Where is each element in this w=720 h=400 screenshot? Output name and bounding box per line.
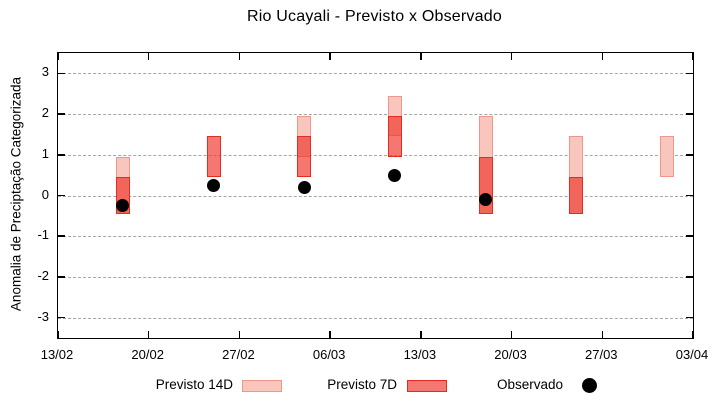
observado-dot: [479, 193, 493, 207]
x-tick-mark: [510, 53, 513, 60]
previsto-7d-bar: [569, 177, 584, 214]
y-tick-label: -1: [37, 227, 49, 243]
gridline: [58, 114, 693, 116]
y-tick-label: 3: [41, 64, 49, 80]
gridline: [58, 154, 693, 156]
x-tick-label: 13/03: [403, 347, 437, 362]
y-tick-mark: [686, 194, 693, 197]
y-tick-mark: [686, 235, 693, 237]
legend-swatch-previsto-14d-icon: [242, 380, 282, 392]
y-tick-mark: [58, 235, 65, 237]
x-tick-label: 27/02: [222, 347, 255, 362]
x-tick-mark: [147, 53, 150, 60]
y-tick-label: -2: [37, 267, 49, 283]
legend-label-previsto-7d: Previsto 7D: [327, 377, 397, 392]
x-tick-mark: [692, 331, 694, 338]
y-tick-mark: [58, 316, 65, 319]
x-tick-mark: [420, 53, 422, 60]
y-tick-mark: [58, 113, 65, 115]
legend-label-previsto-14d: Previsto 14D: [155, 377, 233, 392]
previsto-7d-bar: [206, 136, 221, 178]
x-tick-mark: [57, 53, 59, 60]
gridline: [58, 73, 693, 75]
legend-observado-dot-icon: [582, 378, 597, 393]
y-tick-mark: [58, 154, 65, 156]
x-tick-mark: [329, 53, 331, 60]
y-tick-mark: [686, 154, 693, 156]
y-tick-label: 2: [41, 105, 49, 121]
previsto-14d-bar: [660, 136, 675, 178]
x-tick-mark: [420, 331, 422, 338]
legend-label-observado: Observado: [496, 377, 563, 392]
y-tick-mark: [686, 72, 693, 75]
x-tick-label: 20/02: [131, 347, 164, 362]
y-tick-mark: [58, 276, 65, 278]
observado-dot: [388, 168, 402, 182]
observado-dot: [297, 180, 311, 194]
x-tick-mark: [238, 53, 241, 60]
y-tick-mark: [686, 113, 693, 115]
x-tick-mark: [601, 331, 604, 338]
y-tick-mark: [686, 316, 693, 319]
y-tick-label: 1: [41, 145, 49, 161]
legend-swatch-previsto-7d-icon: [407, 380, 447, 392]
y-tick-label: 0: [41, 186, 49, 202]
y-tick-label: -3: [37, 308, 49, 324]
x-tick-label: 13/02: [40, 347, 74, 362]
gridline: [58, 276, 693, 278]
x-tick-mark: [238, 331, 241, 338]
x-tick-label: 06/03: [312, 347, 346, 362]
previsto-7d-bar: [387, 116, 402, 157]
x-tick-label: 27/03: [585, 347, 618, 362]
observado-dot: [207, 178, 220, 192]
gridline: [58, 317, 693, 319]
x-tick-mark: [147, 331, 150, 338]
y-tick-mark: [686, 276, 693, 278]
x-tick-mark: [601, 53, 604, 60]
plot-area: [57, 52, 694, 339]
gridline: [58, 195, 693, 197]
observado-dot: [116, 199, 130, 213]
previsto-7d-bar: [297, 136, 312, 178]
x-tick-mark: [329, 331, 331, 338]
y-tick-mark: [58, 72, 65, 75]
gridline: [58, 236, 693, 238]
x-tick-label: 03/04: [675, 347, 709, 362]
x-tick-mark: [692, 53, 694, 60]
chart-title: Rio Ucayali - Previsto x Observado: [247, 8, 502, 25]
x-tick-mark: [57, 331, 59, 338]
x-tick-label: 20/03: [494, 347, 527, 362]
x-tick-mark: [510, 331, 513, 338]
y-tick-mark: [58, 194, 65, 197]
